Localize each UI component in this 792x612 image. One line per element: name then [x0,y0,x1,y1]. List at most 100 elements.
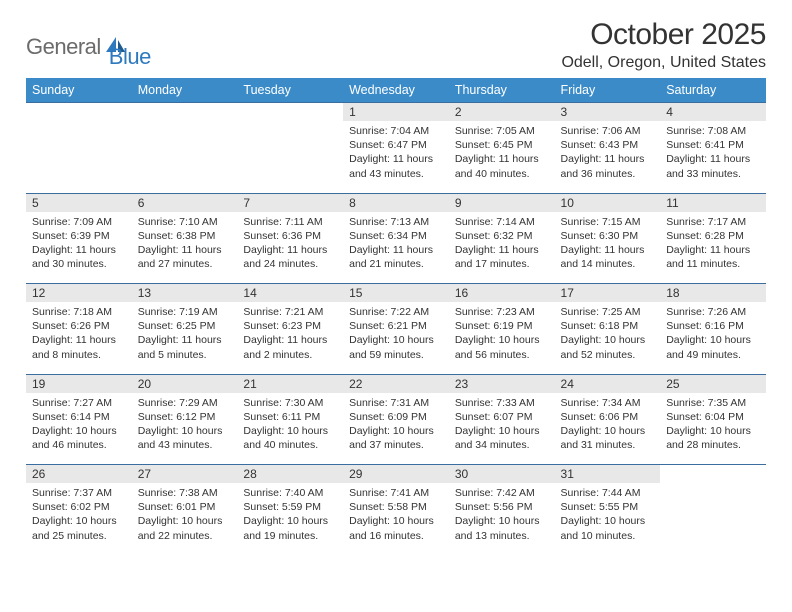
sunset-line: Sunset: 6:14 PM [32,410,126,424]
daynum-row: 19202122232425 [26,374,766,393]
sunrise-line: Sunrise: 7:05 AM [455,124,549,138]
daylight-line: Daylight: 10 hours and 28 minutes. [666,424,760,452]
day-content-cell: Sunrise: 7:35 AMSunset: 6:04 PMDaylight:… [660,393,766,465]
daylight-line: Daylight: 11 hours and 43 minutes. [349,152,443,180]
logo-text-blue: Blue [109,44,151,70]
day-number-cell: 22 [343,374,449,393]
day-content-cell [660,483,766,555]
sunset-line: Sunset: 6:04 PM [666,410,760,424]
sunrise-line: Sunrise: 7:27 AM [32,396,126,410]
sunrise-line: Sunrise: 7:14 AM [455,215,549,229]
day-content-cell [237,121,343,193]
weekday-header: Thursday [449,78,555,103]
sunset-line: Sunset: 6:09 PM [349,410,443,424]
weekday-header: Friday [555,78,661,103]
day-content-cell: Sunrise: 7:04 AMSunset: 6:47 PMDaylight:… [343,121,449,193]
sunset-line: Sunset: 6:01 PM [138,500,232,514]
day-content-cell: Sunrise: 7:09 AMSunset: 6:39 PMDaylight:… [26,212,132,284]
sunset-line: Sunset: 6:07 PM [455,410,549,424]
day-content-cell: Sunrise: 7:15 AMSunset: 6:30 PMDaylight:… [555,212,661,284]
sunrise-line: Sunrise: 7:15 AM [561,215,655,229]
sunrise-line: Sunrise: 7:26 AM [666,305,760,319]
weekday-header-row: Sunday Monday Tuesday Wednesday Thursday… [26,78,766,103]
sunrise-line: Sunrise: 7:35 AM [666,396,760,410]
day-number-cell: 2 [449,103,555,122]
logo-text-general: General [26,34,101,60]
sunset-line: Sunset: 6:16 PM [666,319,760,333]
day-number-cell: 23 [449,374,555,393]
daylight-line: Daylight: 11 hours and 24 minutes. [243,243,337,271]
day-number-cell: 5 [26,193,132,212]
day-content-cell: Sunrise: 7:29 AMSunset: 6:12 PMDaylight:… [132,393,238,465]
day-content-cell: Sunrise: 7:21 AMSunset: 6:23 PMDaylight:… [237,302,343,374]
sunset-line: Sunset: 6:26 PM [32,319,126,333]
day-content-cell: Sunrise: 7:11 AMSunset: 6:36 PMDaylight:… [237,212,343,284]
day-content-cell: Sunrise: 7:14 AMSunset: 6:32 PMDaylight:… [449,212,555,284]
daylight-line: Daylight: 10 hours and 10 minutes. [561,514,655,542]
sunrise-line: Sunrise: 7:10 AM [138,215,232,229]
sunrise-line: Sunrise: 7:33 AM [455,396,549,410]
sunrise-line: Sunrise: 7:19 AM [138,305,232,319]
day-number-cell: 21 [237,374,343,393]
day-content-cell: Sunrise: 7:22 AMSunset: 6:21 PMDaylight:… [343,302,449,374]
sunset-line: Sunset: 6:32 PM [455,229,549,243]
sunrise-line: Sunrise: 7:40 AM [243,486,337,500]
day-number-cell [26,103,132,122]
daylight-line: Daylight: 10 hours and 49 minutes. [666,333,760,361]
day-number-cell: 4 [660,103,766,122]
sunrise-line: Sunrise: 7:09 AM [32,215,126,229]
sunrise-line: Sunrise: 7:04 AM [349,124,443,138]
sunrise-line: Sunrise: 7:18 AM [32,305,126,319]
sunset-line: Sunset: 5:59 PM [243,500,337,514]
day-number-cell: 12 [26,284,132,303]
day-number-cell: 25 [660,374,766,393]
daylight-line: Daylight: 11 hours and 14 minutes. [561,243,655,271]
sunset-line: Sunset: 6:39 PM [32,229,126,243]
daylight-line: Daylight: 11 hours and 2 minutes. [243,333,337,361]
daylight-line: Daylight: 10 hours and 13 minutes. [455,514,549,542]
daylight-line: Daylight: 11 hours and 27 minutes. [138,243,232,271]
daylight-line: Daylight: 11 hours and 33 minutes. [666,152,760,180]
daylight-line: Daylight: 10 hours and 34 minutes. [455,424,549,452]
day-number-cell: 15 [343,284,449,303]
sunrise-line: Sunrise: 7:22 AM [349,305,443,319]
sunset-line: Sunset: 6:28 PM [666,229,760,243]
content-row: Sunrise: 7:09 AMSunset: 6:39 PMDaylight:… [26,212,766,284]
daylight-line: Daylight: 11 hours and 40 minutes. [455,152,549,180]
sunrise-line: Sunrise: 7:13 AM [349,215,443,229]
day-content-cell: Sunrise: 7:38 AMSunset: 6:01 PMDaylight:… [132,483,238,555]
sunrise-line: Sunrise: 7:21 AM [243,305,337,319]
day-number-cell: 27 [132,465,238,484]
day-content-cell: Sunrise: 7:42 AMSunset: 5:56 PMDaylight:… [449,483,555,555]
day-number-cell: 20 [132,374,238,393]
sunrise-line: Sunrise: 7:38 AM [138,486,232,500]
daylight-line: Daylight: 10 hours and 59 minutes. [349,333,443,361]
sunrise-line: Sunrise: 7:44 AM [561,486,655,500]
day-number-cell: 1 [343,103,449,122]
sunset-line: Sunset: 6:41 PM [666,138,760,152]
daylight-line: Daylight: 10 hours and 37 minutes. [349,424,443,452]
day-number-cell [132,103,238,122]
sunset-line: Sunset: 6:18 PM [561,319,655,333]
sunset-line: Sunset: 6:02 PM [32,500,126,514]
day-content-cell: Sunrise: 7:31 AMSunset: 6:09 PMDaylight:… [343,393,449,465]
daylight-line: Daylight: 11 hours and 30 minutes. [32,243,126,271]
day-number-cell: 19 [26,374,132,393]
daylight-line: Daylight: 10 hours and 25 minutes. [32,514,126,542]
daylight-line: Daylight: 10 hours and 19 minutes. [243,514,337,542]
sunrise-line: Sunrise: 7:34 AM [561,396,655,410]
day-content-cell: Sunrise: 7:26 AMSunset: 6:16 PMDaylight:… [660,302,766,374]
daylight-line: Daylight: 11 hours and 5 minutes. [138,333,232,361]
day-number-cell [237,103,343,122]
sunrise-line: Sunrise: 7:11 AM [243,215,337,229]
day-content-cell: Sunrise: 7:37 AMSunset: 6:02 PMDaylight:… [26,483,132,555]
day-content-cell: Sunrise: 7:33 AMSunset: 6:07 PMDaylight:… [449,393,555,465]
month-title: October 2025 [561,18,766,52]
daylight-line: Daylight: 11 hours and 17 minutes. [455,243,549,271]
day-content-cell [26,121,132,193]
title-block: October 2025 Odell, Oregon, United State… [561,18,766,72]
daylight-line: Daylight: 10 hours and 16 minutes. [349,514,443,542]
day-number-cell: 24 [555,374,661,393]
sunrise-line: Sunrise: 7:29 AM [138,396,232,410]
sunrise-line: Sunrise: 7:30 AM [243,396,337,410]
